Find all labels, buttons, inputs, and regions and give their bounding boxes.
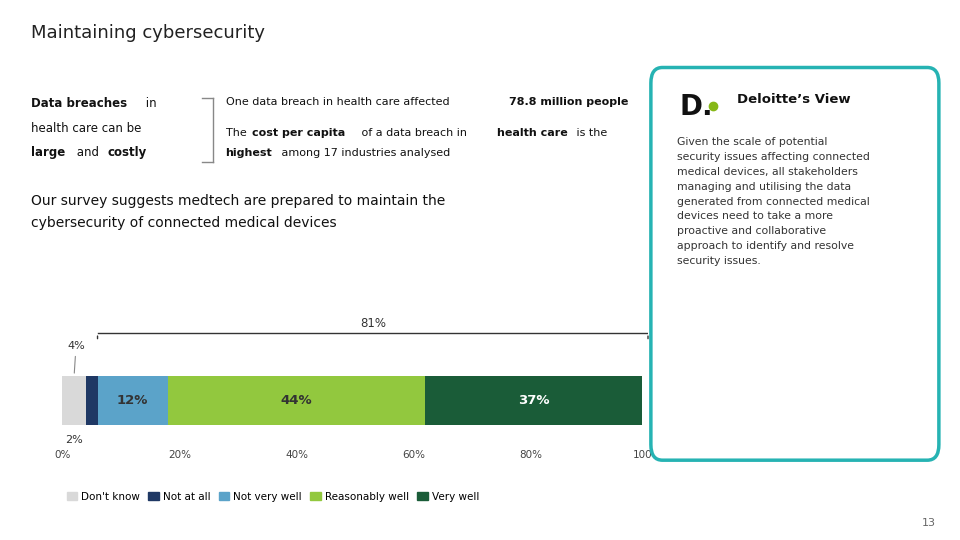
Text: One data breach in health care affected: One data breach in health care affected: [226, 97, 453, 107]
Text: Given the scale of potential
security issues affecting connected
medical devices: Given the scale of potential security is…: [677, 138, 870, 266]
Text: costly: costly: [108, 146, 147, 159]
Legend: Don't know, Not at all, Not very well, Reasonably well, Very well: Don't know, Not at all, Not very well, R…: [62, 488, 484, 506]
Text: 2%: 2%: [65, 435, 83, 445]
Bar: [85, 376, 98, 425]
Text: highest: highest: [226, 148, 273, 159]
Text: D.: D.: [680, 93, 713, 121]
Text: The: The: [226, 128, 250, 138]
Text: Deloitte’s View: Deloitte’s View: [737, 93, 851, 106]
Text: 78.8 million people: 78.8 million people: [509, 97, 628, 107]
Text: 4%: 4%: [67, 341, 84, 373]
Text: Data breaches: Data breaches: [31, 97, 127, 110]
Text: 44%: 44%: [281, 394, 312, 407]
Bar: [62, 376, 85, 425]
Text: health care: health care: [497, 128, 568, 138]
Text: among 17 industries analysed: among 17 industries analysed: [278, 148, 450, 159]
Text: and: and: [73, 146, 103, 159]
Text: large: large: [31, 146, 65, 159]
Text: Maintaining cybersecurity: Maintaining cybersecurity: [31, 24, 265, 42]
Bar: [98, 376, 168, 425]
Text: is the: is the: [573, 128, 608, 138]
Text: 37%: 37%: [518, 394, 549, 407]
Text: 13: 13: [922, 518, 936, 528]
Bar: [425, 376, 642, 425]
Text: in: in: [142, 97, 156, 110]
Text: Our survey suggests medtech are prepared to maintain the: Our survey suggests medtech are prepared…: [31, 194, 445, 208]
Text: 12%: 12%: [117, 394, 149, 407]
Text: of a data breach in: of a data breach in: [358, 128, 470, 138]
Bar: [168, 376, 425, 425]
Text: health care can be: health care can be: [31, 122, 141, 134]
FancyBboxPatch shape: [651, 68, 939, 460]
Text: cost per capita: cost per capita: [252, 128, 346, 138]
Text: cybersecurity of connected medical devices: cybersecurity of connected medical devic…: [31, 216, 336, 230]
Text: 81%: 81%: [360, 317, 386, 330]
